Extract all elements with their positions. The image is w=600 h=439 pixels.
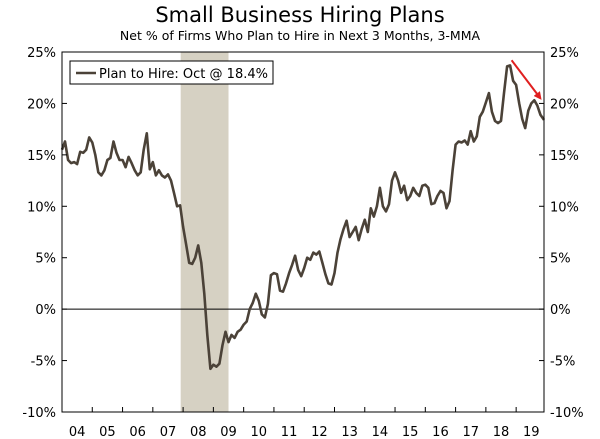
legend-box	[69, 60, 274, 85]
trend-arrow	[510, 59, 542, 100]
x-tick-label: 10	[251, 425, 268, 439]
chart-subtitle: Net % of Firms Who Plan to Hire in Next …	[120, 28, 481, 43]
y-tick-label-right: 5%	[550, 252, 571, 267]
x-tick-label: 12	[311, 425, 328, 439]
plot-frame	[61, 51, 545, 413]
annotation-layer	[510, 59, 542, 100]
y-tick-label-right: 10%	[550, 200, 579, 215]
x-tick-label: 15	[402, 425, 419, 439]
x-tick-label: 06	[129, 425, 146, 439]
series-layer	[60, 64, 546, 371]
x-tick-label: 17	[462, 425, 479, 439]
x-tick-label: 07	[160, 425, 177, 439]
y-tick-label-right: 15%	[550, 149, 579, 164]
x-tick-label: 18	[493, 425, 510, 439]
y-tick-label-left: -5%	[31, 355, 56, 370]
x-tick-label: 14	[372, 425, 389, 439]
x-tick-label: 11	[281, 425, 298, 439]
y-tick-label-right: -10%	[550, 406, 584, 421]
series-line-plan-to-hire	[60, 64, 546, 371]
y-tick-label-left: 5%	[35, 252, 56, 267]
x-tick-label: 05	[99, 425, 116, 439]
y-tick-label-left: 20%	[27, 97, 56, 112]
x-tick-label: 19	[523, 425, 540, 439]
plot-frame-layer	[61, 51, 545, 413]
y-tick-label-right: -5%	[550, 355, 575, 370]
y-tick-label-right: 20%	[550, 97, 579, 112]
x-tick-label: 13	[341, 425, 358, 439]
x-tick-label: 16	[432, 425, 449, 439]
chart-title: Small Business Hiring Plans	[155, 3, 444, 27]
y-tick-label-right: 0%	[550, 303, 571, 318]
y-tick-label-left: 25%	[27, 46, 56, 61]
x-tick-label: 04	[69, 425, 86, 439]
x-tick-label: 08	[190, 425, 207, 439]
axis-layer: 25% 25% 20% 20% 15% 15% 10% 10% 5% 5% 0% 0% -5% -5% -1…	[22, 46, 583, 439]
y-tick-label-right: 25%	[550, 46, 579, 61]
legend: Plan to Hire: Oct @ 18.4%	[69, 60, 274, 85]
x-tick-label: 09	[220, 425, 237, 439]
y-tick-label-left: 15%	[27, 149, 56, 164]
y-tick-label-left: -10%	[22, 406, 56, 421]
legend-label: Plan to Hire: Oct @ 18.4%	[99, 67, 268, 82]
y-tick-label-left: 10%	[27, 200, 56, 215]
y-tick-label-left: 0%	[35, 303, 56, 318]
